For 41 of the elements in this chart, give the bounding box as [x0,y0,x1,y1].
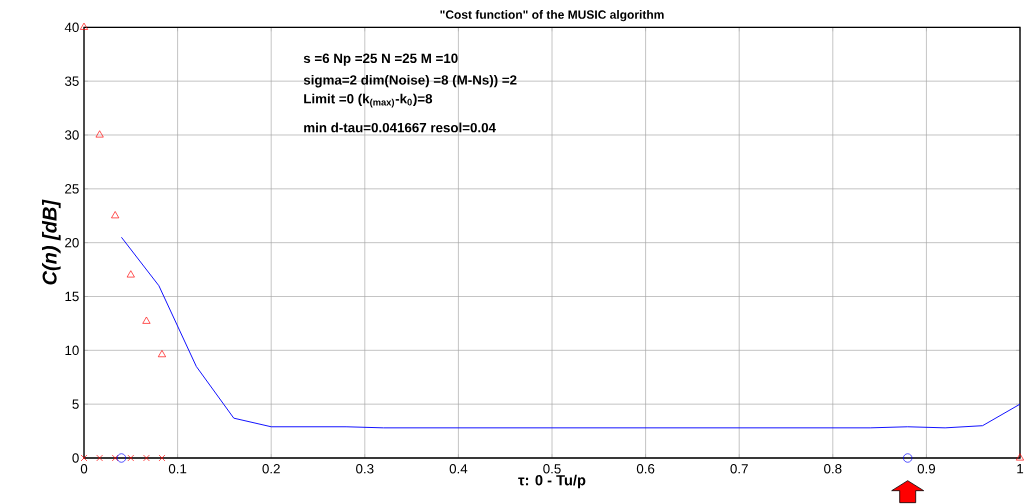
x-tick-label: 0.6 [636,464,655,474]
annotation: s =6 Np =25 N =25 M =10 [303,53,458,66]
y-tick-label: 35 [64,76,79,86]
annotation: min d-tau=0.041667 resol=0.04 [304,122,496,133]
point [142,316,151,324]
x-tick-label: 0.9 [917,464,936,474]
point [903,453,913,463]
point [79,22,89,30]
point [111,454,119,462]
point [126,270,135,278]
x-tick-label: 0 [80,464,88,474]
point [157,350,167,358]
point [143,454,150,462]
point [1015,453,1024,461]
x-tick-label: 0.5 [543,464,561,474]
point [111,211,120,219]
annotation: sigma=2 dim(Noise) =8 (M-Ns)) =2 [303,74,517,88]
x-tick-label: 0.7 [730,464,748,474]
x-tick-label: 0.1 [168,464,187,474]
point [95,130,104,138]
x-tick-label: 0.3 [356,464,374,474]
point [158,454,166,462]
x-tick-label: 1 [1017,464,1024,474]
y-tick-label: 20 [65,237,79,248]
chart-title: "Cost function" of the MUSIC algorithm [440,10,664,22]
y-tick-label: 30 [64,130,79,140]
point [96,454,103,462]
x-axis-title: τ: 0 - Tu/p [518,474,586,489]
point [127,454,135,462]
y-tick-label: 0 [72,453,79,463]
y-tick-label: 15 [65,291,79,302]
point [116,453,127,463]
x-tick-label: 0.8 [824,464,842,474]
y-tick-label: 10 [65,345,79,356]
y-tick-label: 40 [64,22,79,33]
y-axis-title: C(n) [dB] [42,199,61,285]
x-tick-label: 0.2 [262,464,280,474]
x-tick-label: 0.4 [449,464,468,474]
annotation: Limit =0 (k$_{(max)}$-k$_{0}$)=8 [304,93,433,108]
y-tick-label: 5 [72,399,79,409]
y-tick-label: 25 [65,184,79,194]
